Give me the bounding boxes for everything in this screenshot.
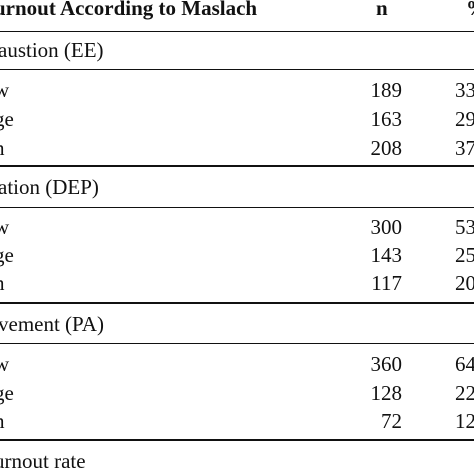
header-pct: % <box>466 0 474 19</box>
row-pct-dep-high: 20 <box>455 271 474 295</box>
row-label-ee-high: h <box>0 138 5 159</box>
section-divider-ee <box>0 69 474 70</box>
row-pct-ee-avg: 29 <box>455 107 474 131</box>
row-pct-pa-high: 12 <box>455 409 474 433</box>
row-n-pa-avg: 128 <box>370 381 403 405</box>
row-pct-ee-high: 37 <box>455 136 474 160</box>
row-n-dep-avg: 143 <box>370 243 403 267</box>
row-pct-dep-avg: 25 <box>455 243 474 267</box>
row-n-ee-low: 189 <box>370 78 403 102</box>
section-end-rule-dep <box>0 302 474 304</box>
section-end-rule-pa <box>0 439 474 441</box>
row-n-pa-high: 72 <box>381 409 402 433</box>
row-label-ee-low: w <box>0 78 10 102</box>
section-title-pa: vement (PA) <box>0 312 104 336</box>
row-label-pa-low: w <box>0 352 10 376</box>
row-pct-ee-low: 33 <box>455 78 474 102</box>
row-n-dep-low: 300 <box>370 215 403 239</box>
row-label-dep-low: w <box>0 215 10 239</box>
row-label-dep-high: h <box>0 273 5 294</box>
row-n-dep-high: 117 <box>371 271 402 295</box>
section-title-dep: ation (DEP) <box>0 175 99 199</box>
row-n-ee-avg: 163 <box>370 107 403 131</box>
header-divider <box>0 31 474 32</box>
row-label-ee-avg: ge <box>0 107 14 131</box>
row-n-pa-low: 360 <box>370 352 403 376</box>
header-n: n <box>376 0 388 20</box>
section-divider-pa <box>0 343 474 344</box>
row-label-pa-avg: ge <box>0 381 14 405</box>
row-pct-pa-low: 64 <box>455 352 474 376</box>
section-title-ee: austion (EE) <box>0 38 104 62</box>
row-pct-pa-avg: 22 <box>455 381 474 405</box>
row-n-ee-high: 208 <box>370 136 403 160</box>
section-divider-dep <box>0 207 474 208</box>
footer-label: urnout rate <box>0 449 86 473</box>
header-label: urnout According to Maslach <box>0 0 258 20</box>
row-label-dep-avg: ge <box>0 243 14 267</box>
row-label-pa-high: h <box>0 411 5 432</box>
row-pct-dep-low: 53 <box>455 215 474 239</box>
section-end-rule-ee <box>0 165 474 167</box>
